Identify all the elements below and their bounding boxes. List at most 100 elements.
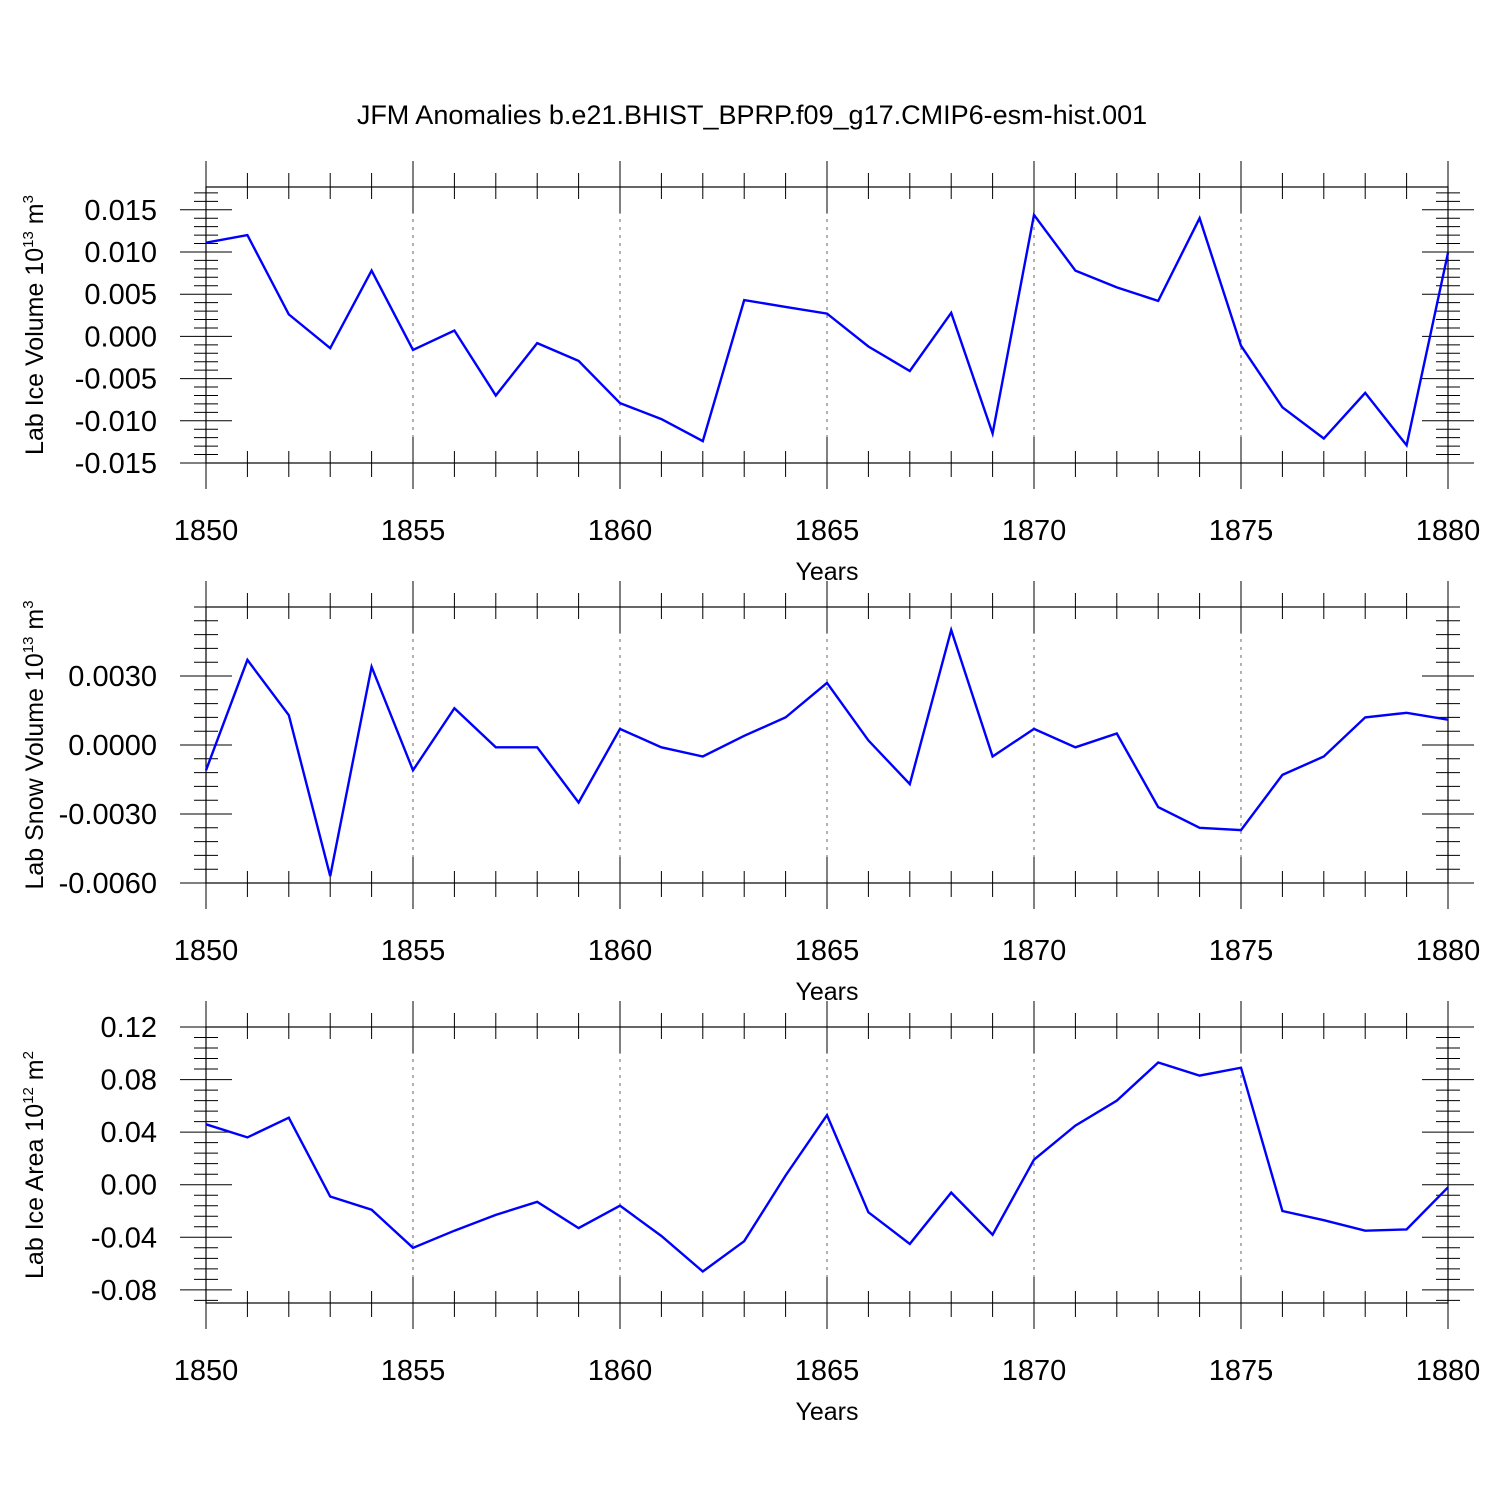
y-tick-label: 0.0000 — [68, 730, 157, 762]
data-point — [824, 311, 830, 317]
data-point — [1279, 772, 1285, 778]
data-point — [576, 800, 582, 806]
data-point — [534, 1199, 540, 1205]
data-point — [286, 1115, 292, 1121]
data-point — [1238, 1065, 1244, 1071]
y-tick-label: 0.12 — [101, 1012, 157, 1044]
data-point — [741, 1238, 747, 1244]
x-tick-label: 1865 — [795, 935, 860, 967]
y-axis-label-part: 3 — [20, 600, 37, 608]
data-point — [658, 1233, 664, 1239]
y-tick-label: 0.08 — [101, 1065, 157, 1097]
x-tick-label: 1880 — [1416, 935, 1481, 967]
data-point — [410, 767, 416, 773]
data-point — [783, 714, 789, 720]
y-axis-label-part: 3 — [20, 195, 37, 203]
x-tick-label: 1855 — [381, 515, 446, 547]
x-tick-label: 1880 — [1416, 1355, 1481, 1387]
data-point — [451, 327, 457, 333]
series-line — [204, 625, 1449, 877]
data-point — [907, 1241, 913, 1247]
data-point — [1197, 215, 1203, 221]
y-tick-label: 0.000 — [84, 321, 157, 353]
data-point — [327, 1194, 333, 1200]
data-point — [1155, 1059, 1161, 1065]
data-point — [783, 304, 789, 310]
data-point — [493, 744, 499, 750]
data-point — [700, 438, 706, 444]
x-tick-label: 1865 — [795, 1355, 860, 1387]
y-axis-label-part: Lab Ice Area 10 — [21, 1104, 49, 1279]
data-point — [824, 680, 830, 686]
y-tick-label: 0.015 — [84, 195, 157, 227]
data-point — [1072, 1123, 1078, 1129]
y-axis-label-part: 2 — [20, 1051, 37, 1059]
data-point — [948, 627, 954, 633]
data-point — [1404, 710, 1410, 716]
x-tick-label: 1870 — [1002, 935, 1067, 967]
data-point — [700, 1268, 706, 1274]
x-tick-label: 1870 — [1002, 1355, 1067, 1387]
y-tick-label: 0.04 — [101, 1117, 157, 1149]
chart-panel-2: -0.0060 -0.0030 0.0000 0.0030 1850 1855 1860 18… — [20, 581, 1480, 1006]
y-axis-label-part: m — [21, 1059, 49, 1087]
data-point — [948, 1190, 954, 1196]
data-point — [410, 1245, 416, 1251]
y-tick-label: -0.0030 — [59, 799, 157, 831]
data-point — [534, 744, 540, 750]
x-tick-label: 1860 — [588, 1355, 653, 1387]
data-point — [948, 310, 954, 316]
data-point — [327, 873, 333, 879]
data-point — [286, 712, 292, 718]
y-axis-label-part: Lab Snow Volume 10 — [21, 653, 49, 889]
series-line — [205, 211, 1450, 449]
data-point — [741, 733, 747, 739]
data-point — [369, 268, 375, 274]
data-point — [617, 400, 623, 406]
data-point — [783, 1173, 789, 1179]
data-point — [1031, 726, 1037, 732]
data-point — [576, 358, 582, 364]
data-point — [1072, 268, 1078, 274]
y-tick-label: -0.08 — [91, 1275, 157, 1307]
data-point — [824, 1112, 830, 1118]
data-point — [203, 1121, 209, 1127]
figure-title: JFM Anomalies b.e21.BHIST_BPRP.f09_g17.C… — [357, 100, 1147, 130]
x-tick-label: 1870 — [1002, 515, 1067, 547]
data-point — [1279, 404, 1285, 410]
data-point — [244, 657, 250, 663]
y-axis-label: Lab Ice Area 1012 m2 — [20, 1051, 49, 1279]
y-tick-label: 0.005 — [84, 279, 157, 311]
x-tick-label: 1875 — [1209, 1355, 1274, 1387]
data-point — [369, 664, 375, 670]
data-point — [700, 754, 706, 760]
y-axis-label: Lab Ice Volume 1013 m3 — [20, 195, 49, 455]
data-point — [1321, 436, 1327, 442]
x-tick-label: 1850 — [174, 515, 239, 547]
data-point — [1445, 717, 1451, 723]
data-point — [576, 1225, 582, 1231]
data-point — [327, 345, 333, 351]
y-axis-label-part: 12 — [20, 1087, 37, 1104]
x-tick-label: 1860 — [588, 935, 653, 967]
data-point — [369, 1207, 375, 1213]
data-point — [741, 297, 747, 303]
data-point — [907, 368, 913, 374]
x-tick-label: 1850 — [174, 935, 239, 967]
x-tick-label: 1850 — [174, 1355, 239, 1387]
y-tick-label: -0.010 — [75, 406, 157, 438]
data-point — [1155, 804, 1161, 810]
data-point — [1155, 298, 1161, 304]
x-tick-label: 1865 — [795, 515, 860, 547]
data-point — [203, 767, 209, 773]
data-point — [244, 232, 250, 238]
data-point — [865, 737, 871, 743]
data-point — [617, 726, 623, 732]
x-tick-label: 1875 — [1209, 515, 1274, 547]
data-point — [990, 754, 996, 760]
data-point — [1197, 825, 1203, 831]
data-point — [1404, 442, 1410, 448]
data-point — [451, 1228, 457, 1234]
data-point — [410, 347, 416, 353]
